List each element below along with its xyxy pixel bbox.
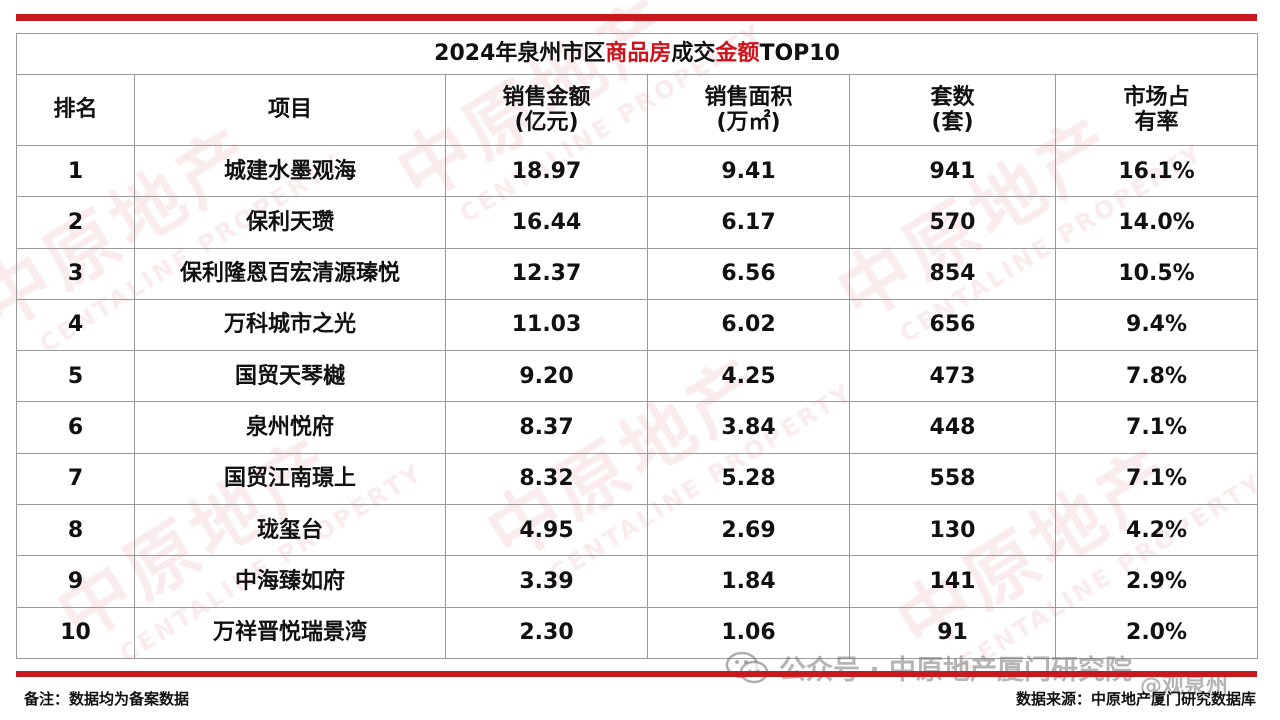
cell-share: 14.0% (1054, 196, 1259, 249)
table-row: 8 珑玺台 4.95 2.69 130 4.2% (16, 504, 1259, 557)
cell-share: 10.5% (1054, 247, 1259, 300)
table-row: 2 保利天瓒 16.44 6.17 570 14.0% (16, 196, 1259, 249)
cell-amount: 12.37 (445, 247, 648, 300)
weibo-handle-watermark: @观泉州 (1140, 674, 1229, 699)
header-project: 项目 (134, 74, 446, 146)
footer-note: 备注：数据均为备案数据 (24, 690, 190, 708)
header-market-share: 市场占 有率 (1054, 74, 1259, 146)
cell-units: 141 (849, 555, 1056, 608)
cell-project: 泉州悦府 (134, 401, 446, 454)
cell-share: 9.4% (1054, 298, 1259, 352)
cell-units: 130 (849, 504, 1056, 557)
wechat-account-watermark: 公众号 · 中原地产厦门研究院 (725, 648, 1132, 687)
header-units: 套数 (套) (849, 74, 1056, 146)
cell-project: 万科城市之光 (134, 298, 446, 352)
cell-area: 6.02 (647, 298, 850, 352)
cell-amount: 3.39 (445, 555, 648, 608)
table-title-row: 2024年泉州市区商品房成交金额TOP10 (15, 33, 1259, 75)
cell-area: 4.25 (647, 350, 850, 403)
wechat-account-text: 公众号 · 中原地产厦门研究院 (779, 648, 1132, 687)
header-sales-amount: 销售金额 (亿元) (445, 74, 648, 146)
cell-share: 7.8% (1054, 350, 1259, 403)
wechat-icon (725, 651, 769, 683)
cell-units: 656 (849, 298, 1056, 352)
table-row: 9 中海臻如府 3.39 1.84 141 2.9% (16, 555, 1259, 608)
cell-project: 保利隆恩百宏清源瑧悦 (134, 247, 446, 300)
top10-sales-table: 2024年泉州市区商品房成交金额TOP10 排名 项目 销售金额 (亿元) 销售面… (15, 33, 1259, 659)
table-row: 4 万科城市之光 11.03 6.02 656 9.4% (16, 298, 1259, 352)
cell-rank: 4 (16, 298, 135, 352)
table-header-row: 排名 项目 销售金额 (亿元) 销售面积 (万㎡) 套数 (套) 市场占 有率 (16, 74, 1259, 146)
cell-project: 保利天瓒 (134, 196, 446, 249)
cell-project: 国贸天琴樾 (134, 350, 446, 403)
cell-area: 1.84 (647, 555, 850, 608)
cell-amount: 16.44 (445, 196, 648, 249)
cell-units: 941 (849, 144, 1056, 198)
cell-project: 珑玺台 (134, 504, 446, 557)
cell-area: 5.28 (647, 452, 850, 506)
cell-area: 1.06 (647, 606, 850, 659)
cell-share: 2.0% (1054, 606, 1259, 659)
cell-rank: 9 (16, 555, 135, 608)
cell-rank: 5 (16, 350, 135, 403)
cell-units: 473 (849, 350, 1056, 403)
cell-rank: 8 (16, 504, 135, 557)
cell-area: 6.17 (647, 196, 850, 249)
cell-project: 国贸江南璟上 (134, 452, 446, 506)
cell-area: 6.56 (647, 247, 850, 300)
table-row: 10 万祥晋悦瑞景湾 2.30 1.06 91 2.0% (16, 606, 1259, 659)
cell-area: 9.41 (647, 144, 850, 198)
table-row: 5 国贸天琴樾 9.20 4.25 473 7.8% (16, 350, 1259, 403)
cell-units: 854 (849, 247, 1056, 300)
cell-rank: 10 (16, 606, 135, 659)
header-sales-area: 销售面积 (万㎡) (647, 74, 850, 146)
cell-units: 91 (849, 606, 1056, 659)
cell-rank: 1 (16, 144, 135, 198)
cell-area: 2.69 (647, 504, 850, 557)
cell-units: 558 (849, 452, 1056, 506)
table-row: 7 国贸江南璟上 8.32 5.28 558 7.1% (16, 452, 1259, 506)
table-row: 1 城建水墨观海 18.97 9.41 941 16.1% (16, 144, 1259, 198)
header-rank: 排名 (16, 74, 135, 146)
table-row: 6 泉州悦府 8.37 3.84 448 7.1% (16, 401, 1259, 454)
cell-units: 448 (849, 401, 1056, 454)
cell-share: 7.1% (1054, 452, 1259, 506)
cell-amount: 2.30 (445, 606, 648, 659)
cell-amount: 4.95 (445, 504, 648, 557)
cell-project: 中海臻如府 (134, 555, 446, 608)
cell-rank: 6 (16, 401, 135, 454)
cell-share: 16.1% (1054, 144, 1259, 198)
cell-amount: 18.97 (445, 144, 648, 198)
bottom-accent-bar (16, 671, 1257, 677)
cell-rank: 7 (16, 452, 135, 506)
cell-amount: 8.37 (445, 401, 648, 454)
cell-units: 570 (849, 196, 1056, 249)
table-row: 3 保利隆恩百宏清源瑧悦 12.37 6.56 854 10.5% (16, 247, 1259, 300)
cell-share: 2.9% (1054, 555, 1259, 608)
top-accent-bar (16, 14, 1257, 21)
table-title: 2024年泉州市区商品房成交金额TOP10 (15, 33, 1259, 75)
cell-amount: 8.32 (445, 452, 648, 506)
cell-rank: 2 (16, 196, 135, 249)
cell-project: 城建水墨观海 (134, 144, 446, 198)
cell-rank: 3 (16, 247, 135, 300)
footer-source: 数据来源：中原地产厦门研究数据库 (1015, 690, 1256, 708)
cell-amount: 9.20 (445, 350, 648, 403)
cell-project: 万祥晋悦瑞景湾 (134, 606, 446, 659)
cell-share: 4.2% (1054, 504, 1259, 557)
cell-share: 7.1% (1054, 401, 1259, 454)
cell-amount: 11.03 (445, 298, 648, 352)
cell-area: 3.84 (647, 401, 850, 454)
